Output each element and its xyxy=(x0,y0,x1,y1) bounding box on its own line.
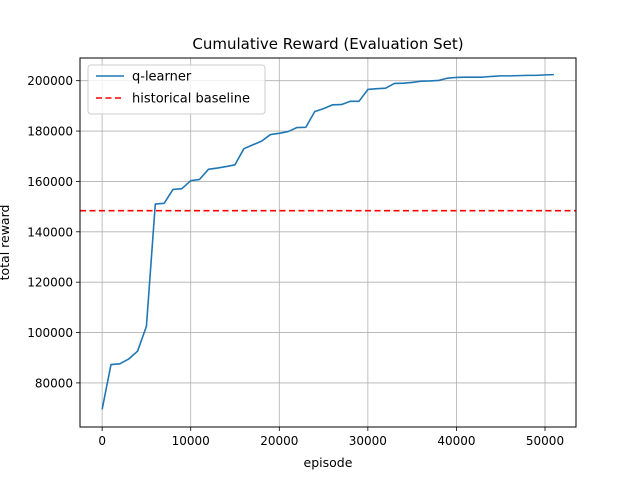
y-tick-label: 100000 xyxy=(27,326,73,340)
legend-label-1: historical baseline xyxy=(132,92,250,107)
x-tick-label: 0 xyxy=(98,434,106,448)
ticks: 0 10000 20000 30000 40000 50000 80000 100000 120… xyxy=(27,74,564,448)
y-tick-label: 200000 xyxy=(27,74,73,88)
y-tick-label: 140000 xyxy=(27,225,73,239)
y-tick-label: 160000 xyxy=(27,175,73,189)
y-tick-label: 80000 xyxy=(35,376,73,390)
chart-title: Cumulative Reward (Evaluation Set) xyxy=(192,35,463,53)
y-axis-label: total reward xyxy=(0,205,12,281)
x-tick-label: 10000 xyxy=(172,434,210,448)
x-tick-label: 20000 xyxy=(260,434,298,448)
grid xyxy=(80,58,576,427)
y-tick-label: 180000 xyxy=(27,125,73,139)
x-axis-label: episode xyxy=(304,455,353,470)
y-tick-label: 120000 xyxy=(27,276,73,290)
axes-frame xyxy=(79,57,577,428)
x-tick-label: 40000 xyxy=(437,434,475,448)
series-line-0 xyxy=(101,73,554,410)
x-tick-label: 30000 xyxy=(349,434,387,448)
legend-box xyxy=(87,64,266,115)
x-tick-label: 50000 xyxy=(526,434,564,448)
legend-label-0: q-learner xyxy=(132,70,192,85)
plot-lines xyxy=(80,73,576,410)
legend: q-learner historical baseline xyxy=(87,64,266,115)
